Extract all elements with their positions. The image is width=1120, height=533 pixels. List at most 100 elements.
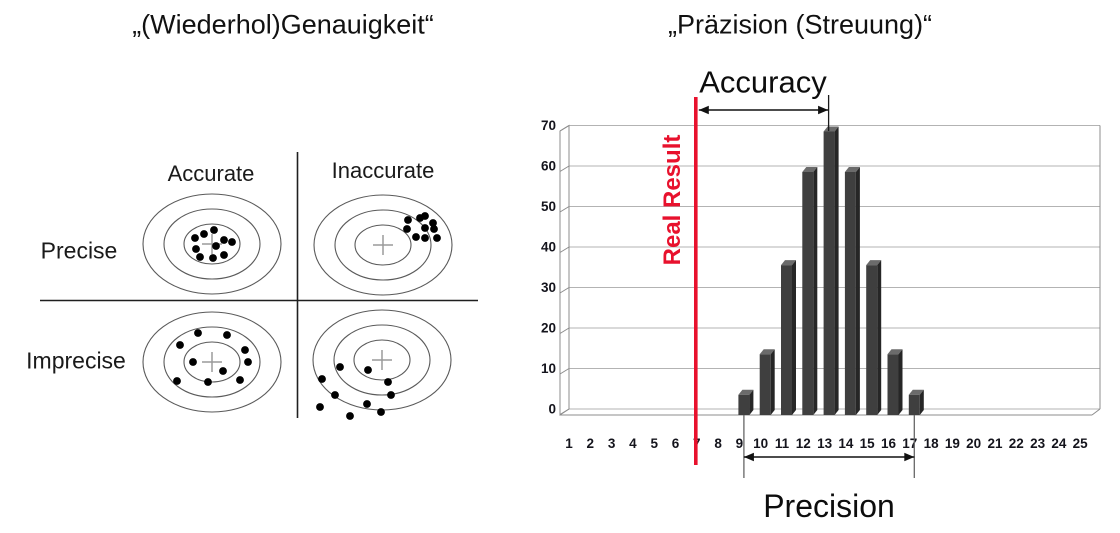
real-result-label: Real Result [659,134,686,266]
data-dot [384,378,392,386]
data-dot [219,367,227,375]
data-dot [318,375,326,383]
data-dot [196,253,204,261]
data-dot [189,358,197,366]
data-dot [191,234,199,242]
x-tick-label: 17 [902,436,917,451]
y-tick-label: 70 [541,118,556,133]
x-tick-label: 6 [672,436,680,451]
accuracy-label: Accuracy [699,64,827,100]
bar-side [877,260,882,415]
x-tick-label: 24 [1051,436,1067,451]
data-dot [403,225,411,233]
data-dot [209,254,217,262]
data-dot [404,216,412,224]
bar-top [887,349,903,355]
target-ring [313,194,453,296]
y-tick-label: 10 [541,361,556,376]
x-tick-label: 3 [608,436,616,451]
target-ring [183,223,241,265]
x-tick-label: 21 [987,436,1003,451]
data-dot [210,226,218,234]
data-dot [421,212,429,220]
target-ring [183,341,241,383]
data-dot [429,219,437,227]
data-dot [430,225,438,233]
precision-arrow-head [743,452,754,462]
bar-side [813,167,818,415]
row-label-imprecise: Imprecise [26,347,126,374]
y-tick-label: 50 [541,199,556,214]
y-tick-label: 60 [541,159,556,174]
bar-11 [781,265,792,415]
target-ring [334,209,432,281]
bar-top [802,167,818,172]
x-tick-label: 14 [838,436,854,451]
data-dot [200,230,208,238]
bar-top [908,389,924,395]
x-tick-label: 18 [924,436,940,451]
bar-9 [738,394,750,415]
bar-top [738,389,754,395]
data-dot [346,412,354,420]
x-tick-label: 13 [817,436,833,451]
bar-top [823,126,839,132]
data-dot [364,366,372,374]
column-label-inaccurate: Inaccurate [331,158,435,183]
x-tick-label: 15 [860,436,876,451]
x-tick-label: 22 [1009,436,1024,451]
bar-16 [887,354,899,415]
wall-tick [559,408,570,415]
wall-tick [559,246,570,253]
wall-tick [559,165,570,172]
data-dot [220,236,228,244]
bar-side [855,167,860,415]
column-label-accurate: Accurate [167,161,255,186]
wall-tick [559,287,570,294]
x-tick-label: 10 [753,436,768,451]
x-tick-label: 9 [736,436,744,451]
target-ring [163,208,261,280]
x-tick-label: 5 [650,436,658,451]
left-panel-title: „(Wiederhol)Genauigkeit“ [132,9,434,40]
wall-tick [559,327,570,334]
bar-14 [844,172,856,415]
bar-side [834,126,839,415]
bar-side [898,349,903,415]
data-dot [421,224,429,232]
bar-12 [802,172,814,415]
data-dot [331,391,339,399]
y-tick-label: 0 [548,402,556,417]
target-ring [163,326,261,398]
data-dot [316,403,324,411]
wall-tick [559,206,570,213]
bar-15 [866,265,878,415]
accuracy-arrow-head [698,105,709,115]
data-dot [173,377,181,385]
data-dot [421,234,429,242]
y-tick-label: 40 [541,240,556,255]
bar-side [792,260,796,415]
accuracy-arrow-head [818,105,829,115]
data-dot [176,341,184,349]
precision-label: Precision [763,488,895,524]
data-dot [204,378,212,386]
bar-top [866,260,882,266]
bar-13 [823,131,835,415]
bar-side [770,349,775,415]
data-dot [387,391,395,399]
right-panel-title: „Präzision (Streuung)“ [667,9,933,40]
x-tick-label: 11 [775,436,790,451]
x-tick-label: 4 [629,436,637,451]
bar-top [844,167,860,172]
x-tick-label: 2 [587,436,595,451]
bar-side [919,389,924,415]
data-dot [220,251,228,259]
bar-top [759,349,775,355]
data-dot [192,245,200,253]
precision-arrow-head [904,452,915,462]
data-dot [223,331,231,339]
data-dot [377,408,385,416]
